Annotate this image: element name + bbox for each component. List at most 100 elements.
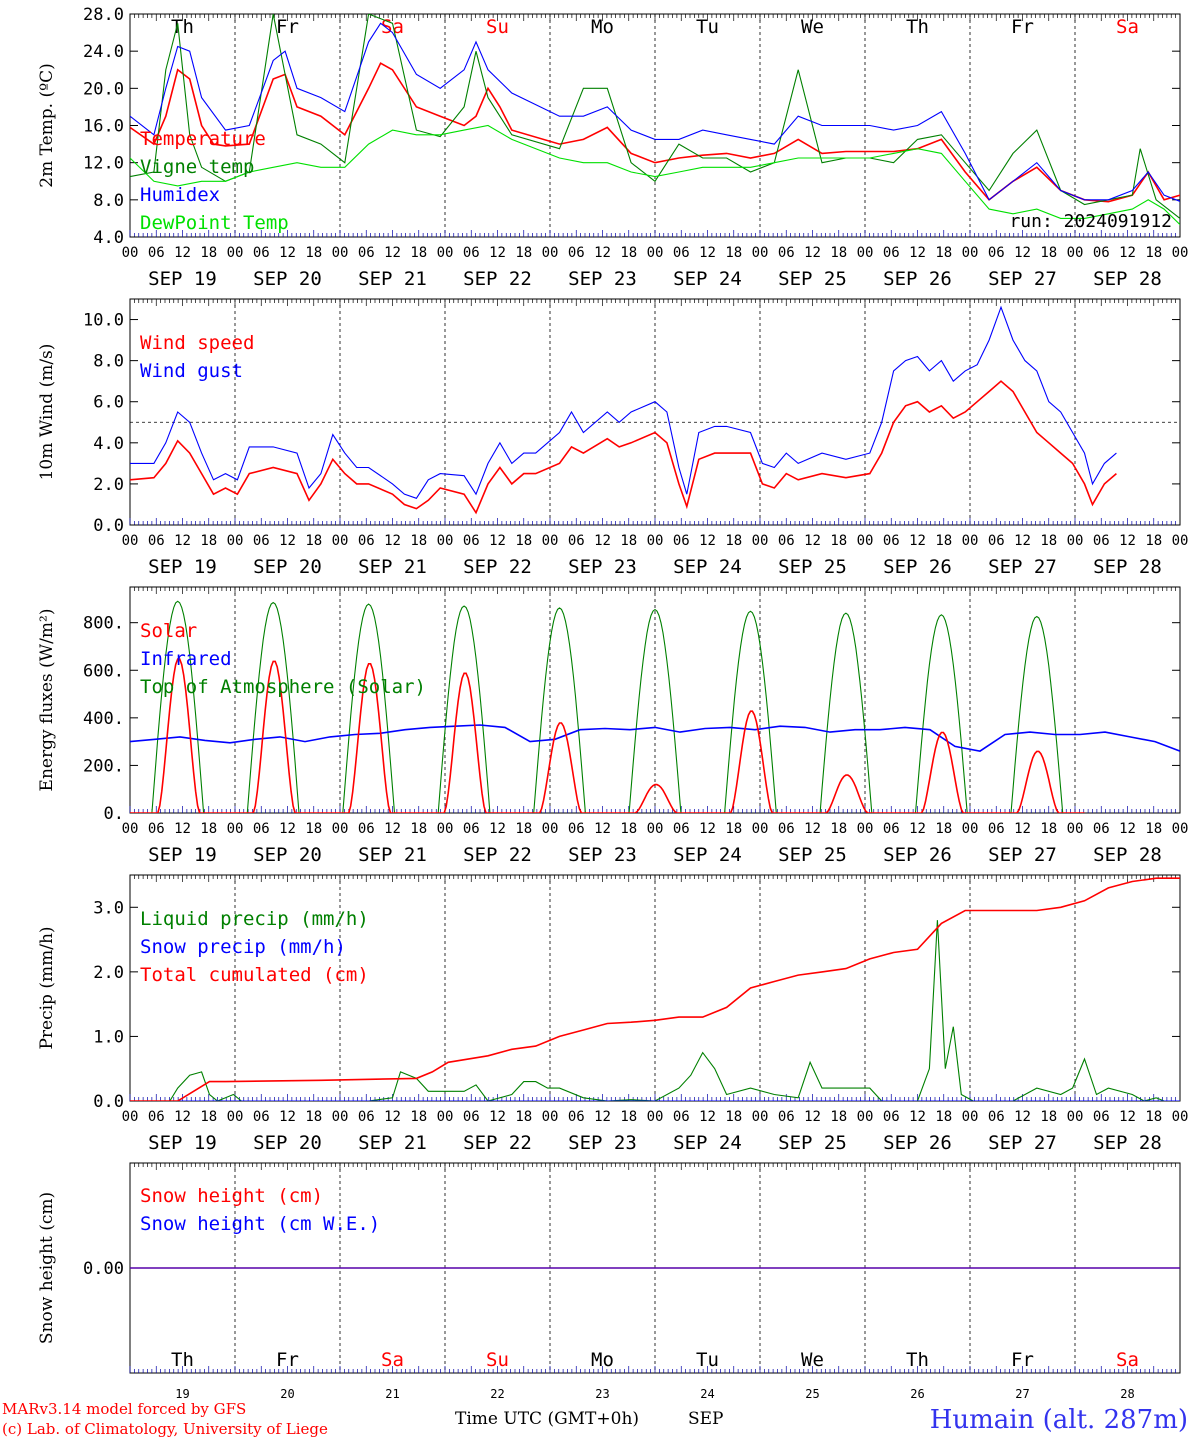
x-hour-label: 06 bbox=[253, 1109, 270, 1125]
x-hour-label: 12 bbox=[909, 245, 926, 261]
x-hour-label: 00 bbox=[542, 821, 559, 837]
x-hour-label: 18 bbox=[1040, 821, 1057, 837]
x-hour-label: 12 bbox=[1014, 821, 1031, 837]
weekday-label: Fr bbox=[1011, 1349, 1034, 1371]
series-line-liquid-precip-mm-h- bbox=[130, 920, 1180, 1101]
x-hour-label: 06 bbox=[358, 1109, 375, 1125]
x-hour-label: 12 bbox=[174, 533, 191, 549]
x-hour-label: 18 bbox=[200, 245, 217, 261]
x-hour-label: 00 bbox=[542, 1109, 559, 1125]
x-hour-label: 12 bbox=[1119, 1109, 1136, 1125]
day-label: SEP 19 bbox=[148, 268, 217, 290]
weekday-label: Th bbox=[906, 16, 929, 38]
day-label: SEP 21 bbox=[358, 268, 427, 290]
month-label: SEP bbox=[688, 1409, 724, 1429]
x-hour-label: 12 bbox=[804, 1109, 821, 1125]
x-hour-label: 00 bbox=[1067, 533, 1084, 549]
x-hour-label: 00 bbox=[437, 821, 454, 837]
x-hour-label: 12 bbox=[1119, 245, 1136, 261]
series-line-infrared bbox=[130, 724, 1180, 752]
x-hour-label: 18 bbox=[725, 1109, 742, 1125]
y-tick-label: 400. bbox=[83, 709, 124, 729]
x-hour-label: 12 bbox=[804, 245, 821, 261]
y-tick-label: 8.0 bbox=[93, 352, 124, 372]
series-line-solar bbox=[130, 658, 1085, 813]
x-hour-label: 00 bbox=[437, 1109, 454, 1125]
day-label: SEP 28 bbox=[1093, 1132, 1162, 1154]
legend-entry: Wind gust bbox=[140, 360, 243, 382]
x-hour-label: 00 bbox=[857, 821, 874, 837]
x-hour-label: 06 bbox=[988, 1109, 1005, 1125]
x-hour-label: 06 bbox=[883, 1109, 900, 1125]
x-hour-label: 00 bbox=[752, 1109, 769, 1125]
x-hour-label: 00 bbox=[227, 821, 244, 837]
x-hour-label: 00 bbox=[332, 245, 349, 261]
day-label: SEP 23 bbox=[568, 844, 637, 866]
x-hour-label: 12 bbox=[384, 821, 401, 837]
y-tick-label: 12.0 bbox=[83, 154, 124, 174]
x-hour-label: 12 bbox=[699, 533, 716, 549]
day-number: 25 bbox=[805, 1387, 819, 1401]
x-hour-label: 12 bbox=[279, 821, 296, 837]
y-tick-label: 20.0 bbox=[83, 79, 124, 99]
x-hour-label: 00 bbox=[542, 245, 559, 261]
y-tick-label: 4.0 bbox=[93, 228, 124, 248]
x-hour-label: 00 bbox=[437, 245, 454, 261]
x-hour-label: 12 bbox=[594, 245, 611, 261]
x-hour-label: 00 bbox=[122, 1109, 139, 1125]
day-label: SEP 20 bbox=[253, 268, 322, 290]
x-hour-label: 12 bbox=[804, 533, 821, 549]
series-line-total-cumulated-cm- bbox=[130, 877, 1180, 1101]
day-number: 21 bbox=[385, 1387, 399, 1401]
y-tick-label: 200. bbox=[83, 756, 124, 776]
legend-entry: Top of Atmosphere (Solar) bbox=[140, 676, 426, 698]
series-group bbox=[130, 14, 1180, 226]
day-label: SEP 20 bbox=[253, 556, 322, 578]
x-hour-label: 06 bbox=[883, 245, 900, 261]
x-hour-label: 18 bbox=[620, 821, 637, 837]
y-tick-label: 1.0 bbox=[93, 1027, 124, 1047]
x-hour-label: 00 bbox=[647, 245, 664, 261]
day-number: 22 bbox=[490, 1387, 504, 1401]
x-hour-label: 18 bbox=[305, 821, 322, 837]
x-hour-label: 18 bbox=[410, 533, 427, 549]
x-hour-label: 00 bbox=[122, 821, 139, 837]
x-hour-label: 18 bbox=[935, 245, 952, 261]
x-hour-label: 18 bbox=[200, 1109, 217, 1125]
x-hour-label: 00 bbox=[227, 245, 244, 261]
x-hour-label: 06 bbox=[358, 533, 375, 549]
x-hour-label: 06 bbox=[358, 245, 375, 261]
day-label: SEP 22 bbox=[463, 1132, 532, 1154]
x-hour-label: 18 bbox=[305, 1109, 322, 1125]
x-hour-label: 12 bbox=[279, 1109, 296, 1125]
day-label: SEP 23 bbox=[568, 556, 637, 578]
x-hour-label: 18 bbox=[1040, 1109, 1057, 1125]
weekday-label: Su bbox=[486, 1349, 509, 1371]
x-hour-label: 12 bbox=[1014, 245, 1031, 261]
day-number: 20 bbox=[280, 1387, 294, 1401]
day-label: SEP 24 bbox=[673, 844, 742, 866]
weekday-label: Tu bbox=[696, 1349, 719, 1371]
x-hour-label: 06 bbox=[988, 533, 1005, 549]
x-hour-label: 12 bbox=[384, 533, 401, 549]
x-hour-label: 12 bbox=[489, 1109, 506, 1125]
x-hour-label: 18 bbox=[1145, 821, 1162, 837]
x-hour-label: 18 bbox=[935, 533, 952, 549]
legend-entry: Humidex bbox=[140, 184, 220, 206]
y-tick-label: 28.0 bbox=[83, 5, 124, 25]
day-label: SEP 26 bbox=[883, 844, 952, 866]
day-label: SEP 25 bbox=[778, 844, 847, 866]
day-number: 26 bbox=[910, 1387, 924, 1401]
x-hour-label: 00 bbox=[962, 1109, 979, 1125]
y-axis-label: Precip (mm/h) bbox=[37, 926, 57, 1049]
y-axis-label: 2m Temp. (ºC) bbox=[37, 63, 57, 188]
x-axis-label: Time UTC (GMT+0h) bbox=[455, 1409, 639, 1429]
x-hour-label: 18 bbox=[305, 245, 322, 261]
x-hour-label: 12 bbox=[594, 1109, 611, 1125]
y-tick-label: 4.0 bbox=[93, 434, 124, 454]
credit-line-1: MARv3.14 model forced by GFS bbox=[2, 1400, 246, 1418]
y-tick-label: 0.00 bbox=[83, 1259, 124, 1279]
x-hour-label: 06 bbox=[778, 821, 795, 837]
plot-frame bbox=[129, 13, 1181, 238]
x-hour-label: 18 bbox=[1145, 245, 1162, 261]
